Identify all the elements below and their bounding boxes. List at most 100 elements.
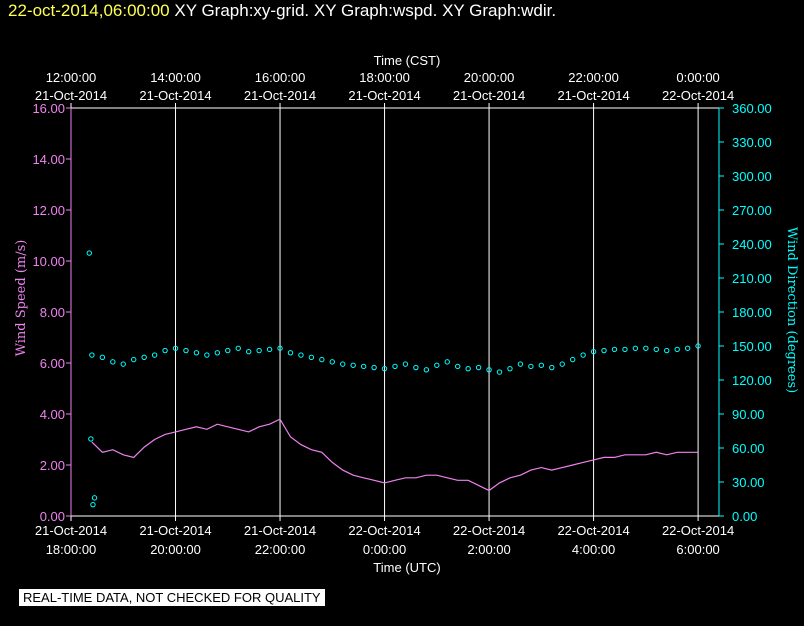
left-tick-label: 6.00 (40, 356, 65, 371)
left-axis-title: Wind Speed (m/s) (14, 240, 29, 357)
wind-direction-point (413, 364, 419, 371)
wind-direction-point (172, 345, 179, 351)
top-tick-time: 12:00:00 (46, 70, 97, 85)
wind-direction-point (266, 346, 273, 353)
wind-direction-point (329, 359, 335, 365)
wind-direction-point (162, 347, 168, 354)
wind-direction-point (496, 369, 503, 375)
wind-direction-point (277, 345, 283, 351)
wind-direction-point (517, 361, 524, 367)
wind-direction-point (183, 347, 189, 354)
right-tick-label: 60.00 (732, 441, 765, 456)
wind-direction-point (590, 348, 597, 355)
wind-direction-point (88, 436, 94, 442)
top-tick-date: 21-Oct-2014 (453, 88, 525, 103)
wind-direction-point (308, 354, 315, 361)
wind-direction-point (580, 352, 586, 358)
wind-direction-point (193, 350, 200, 356)
top-tick-time: 16:00:00 (255, 70, 306, 85)
top-tick-date: 21-Oct-2014 (139, 88, 211, 103)
bottom-tick-time: 4:00:00 (572, 542, 615, 557)
top-tick-date: 21-Oct-2014 (557, 88, 629, 103)
wind-direction-point (622, 346, 628, 353)
bottom-tick-date: 22-Oct-2014 (557, 523, 629, 538)
wind-direction-point (632, 345, 639, 351)
top-tick-time: 20:00:00 (464, 70, 515, 85)
wind-direction-point (256, 347, 262, 354)
top-axis-title: Time (CST) (374, 53, 441, 68)
right-tick-label: 90.00 (732, 407, 765, 422)
wind-direction-point (507, 365, 513, 372)
wind-direction-point (91, 495, 98, 501)
left-tick-label: 0.00 (40, 509, 65, 524)
top-tick-date: 21-Oct-2014 (244, 88, 316, 103)
left-tick-label: 8.00 (40, 305, 65, 320)
right-tick-label: 330.00 (732, 135, 772, 150)
right-tick-label: 300.00 (732, 169, 772, 184)
top-tick-date: 22-Oct-2014 (662, 88, 734, 103)
bottom-tick-time: 18:00:00 (46, 542, 97, 557)
wind-direction-point (99, 354, 106, 361)
wind-direction-point (89, 352, 95, 358)
wind-direction-point (151, 352, 158, 358)
wind-direction-point (298, 352, 304, 358)
right-tick-label: 240.00 (732, 237, 772, 252)
wind-direction-point (465, 365, 471, 372)
top-tick-time: 22:00:00 (568, 70, 619, 85)
left-tick-label: 10.00 (32, 254, 65, 269)
wind-direction-point (287, 350, 294, 356)
wind-direction-point (684, 345, 691, 351)
wind-direction-point (674, 346, 680, 353)
wind-direction-point (204, 352, 210, 358)
bottom-tick-date: 21-Oct-2014 (35, 523, 107, 538)
wind-direction-point (601, 347, 607, 354)
top-tick-date: 21-Oct-2014 (35, 88, 107, 103)
wind-direction-point (245, 348, 252, 355)
left-tick-label: 2.00 (40, 458, 65, 473)
wind-direction-point (340, 361, 346, 367)
wind-speed-line (91, 418, 699, 492)
top-tick-time: 0:00:00 (676, 70, 719, 85)
wind-direction-point (110, 359, 116, 365)
right-tick-label: 360.00 (732, 101, 772, 116)
wind-direction-point (360, 363, 367, 370)
right-tick-label: 270.00 (732, 203, 772, 218)
top-tick-time: 18:00:00 (359, 70, 410, 85)
wind-direction-point (214, 350, 221, 356)
bottom-tick-time: 6:00:00 (676, 542, 719, 557)
bottom-axis-title: Time (UTC) (373, 560, 440, 575)
wind-direction-point (643, 345, 649, 351)
right-tick-label: 120.00 (732, 373, 772, 388)
wind-direction-point (350, 362, 356, 368)
left-tick-label: 12.00 (32, 203, 65, 218)
chart-title: 22-oct-2014,06:00:00 XY Graph:xy-grid. X… (8, 1, 556, 21)
wind-direction-point (434, 362, 440, 368)
left-tick-label: 16.00 (32, 101, 65, 116)
wind-direction-point (90, 501, 96, 508)
bottom-tick-time: 20:00:00 (150, 542, 201, 557)
right-tick-label: 30.00 (732, 475, 765, 490)
top-tick-time: 14:00:00 (150, 70, 201, 85)
left-tick-label: 14.00 (32, 152, 65, 167)
wind-direction-point (569, 356, 576, 363)
right-tick-label: 180.00 (732, 305, 772, 320)
bottom-tick-date: 22-Oct-2014 (348, 523, 420, 538)
wind-direction-point (120, 361, 126, 367)
wind-direction-point (371, 364, 377, 371)
wind-direction-point (423, 367, 430, 373)
right-tick-label: 150.00 (732, 339, 772, 354)
wind-direction-point (549, 364, 555, 371)
right-tick-label: 0.00 (732, 509, 757, 524)
wind-direction-point (86, 250, 92, 256)
wind-direction-point (455, 363, 461, 370)
top-tick-date: 21-Oct-2014 (348, 88, 420, 103)
quality-disclaimer: REAL-TIME DATA, NOT CHECKED FOR QUALITY (19, 589, 325, 606)
wind-direction-point (538, 362, 545, 368)
wind-direction-point (402, 361, 409, 367)
wind-direction-point (381, 365, 388, 372)
wind-direction-point (475, 364, 482, 371)
bottom-tick-date: 22-Oct-2014 (453, 523, 525, 538)
right-tick-label: 210.00 (732, 271, 772, 286)
bottom-tick-time: 22:00:00 (255, 542, 306, 557)
wind-direction-point (486, 367, 492, 373)
